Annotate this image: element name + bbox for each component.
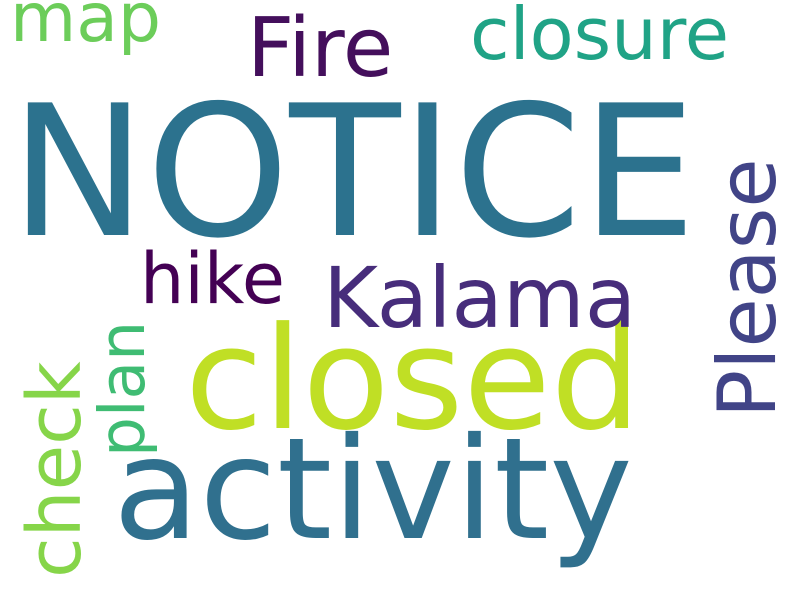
word-hike: hike [140, 238, 285, 320]
word-kalama: Kalama [323, 249, 636, 347]
word-please: Please [701, 158, 794, 418]
word-map: map [10, 0, 161, 58]
word-fire: Fire [247, 1, 393, 96]
word-plan: plan [86, 321, 159, 457]
word-closure: closure [470, 0, 729, 76]
word-closed: closed [185, 297, 641, 462]
word-notice: NOTICE [10, 66, 696, 278]
word-check: check [12, 361, 98, 578]
word-activity: activity [113, 408, 633, 572]
